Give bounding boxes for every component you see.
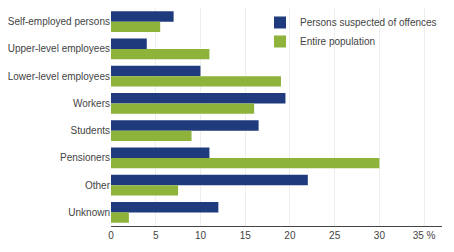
svg-text:Entire population: Entire population (300, 36, 375, 47)
svg-text:10: 10 (195, 230, 207, 241)
svg-text:Workers: Workers (73, 98, 110, 109)
svg-text:30: 30 (374, 230, 386, 241)
svg-text:Upper-level employees: Upper-level employees (8, 43, 110, 54)
svg-text:Persons suspected of offences: Persons suspected of offences (300, 17, 437, 28)
svg-text:Students: Students (71, 125, 110, 136)
svg-text:Self-employed persons: Self-employed persons (8, 16, 110, 27)
svg-text:25: 25 (329, 230, 341, 241)
svg-text:Unknown: Unknown (68, 207, 110, 218)
svg-text:35 %: 35 % (413, 230, 436, 241)
svg-text:15: 15 (240, 230, 252, 241)
svg-text:20: 20 (284, 230, 296, 241)
svg-text:Other: Other (85, 180, 111, 191)
svg-text:Lower-level employees: Lower-level employees (8, 71, 110, 82)
svg-text:5: 5 (153, 230, 159, 241)
svg-text:0: 0 (108, 230, 114, 241)
svg-text:Pensioners: Pensioners (60, 152, 110, 163)
